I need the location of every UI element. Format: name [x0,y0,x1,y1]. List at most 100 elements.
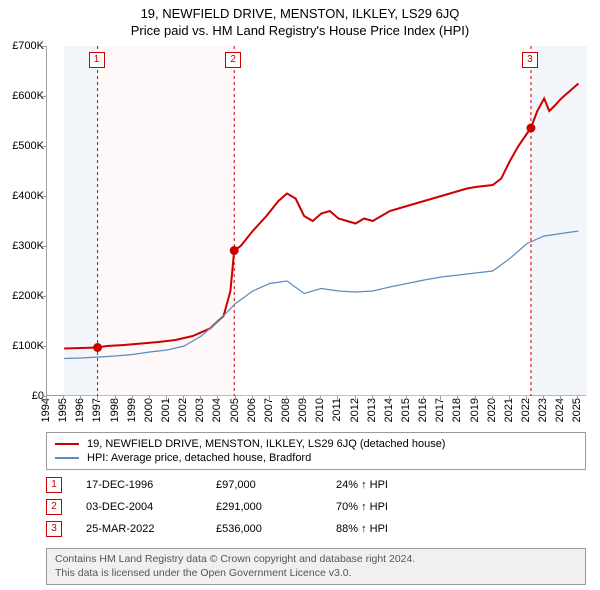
shaded-range [64,46,97,396]
y-tick-label: £700K [12,40,44,52]
x-tick [543,396,544,400]
sale-row-badge: 1 [46,477,62,493]
x-tick-label: 2017 [434,398,446,422]
title-main: 19, NEWFIELD DRIVE, MENSTON, ILKLEY, LS2… [0,6,600,21]
x-tick-label: 2003 [194,398,206,422]
sale-date: 17-DEC-1996 [86,479,216,491]
x-tick-label: 2001 [160,398,172,422]
x-tick-label: 2011 [331,398,343,422]
y-tick [42,346,46,347]
x-tick [269,396,270,400]
sale-pct: 70% ↑ HPI [336,501,586,513]
x-tick [63,396,64,400]
sale-date: 03-DEC-2004 [86,501,216,513]
x-tick-label: 1996 [74,398,86,422]
x-tick-label: 2004 [211,398,223,422]
sale-point-3 [526,124,535,133]
x-tick [577,396,578,400]
footer-line-2: This data is licensed under the Open Gov… [55,567,577,581]
x-tick-label: 1999 [126,398,138,422]
x-tick-label: 2015 [400,398,412,422]
sale-badge-2: 2 [225,52,241,68]
x-tick [492,396,493,400]
attribution-footer: Contains HM Land Registry data © Crown c… [46,548,586,585]
sale-row: 2 03-DEC-2004£291,00070% ↑ HPI [46,496,586,518]
x-tick-label: 2005 [229,398,241,422]
x-tick [235,396,236,400]
legend-label: HPI: Average price, detached house, Brad… [87,452,311,464]
sale-price: £291,000 [216,501,336,513]
sales-table: 1 17-DEC-1996£97,00024% ↑ HPI 2 03-DEC-2004… [46,474,586,540]
sale-badge-1: 1 [89,52,105,68]
x-tick-label: 2006 [246,398,258,422]
y-tick-label: £500K [12,140,44,152]
y-tick-label: £600K [12,90,44,102]
x-tick [337,396,338,400]
x-tick [303,396,304,400]
chart-area [46,46,586,396]
x-tick [475,396,476,400]
y-tick-label: £300K [12,240,44,252]
sale-price: £97,000 [216,479,336,491]
x-tick [115,396,116,400]
x-tick-label: 2024 [554,398,566,422]
x-tick [389,396,390,400]
x-tick [97,396,98,400]
x-tick [372,396,373,400]
x-tick-label: 2002 [177,398,189,422]
x-tick-label: 1995 [57,398,69,422]
footer-line-1: Contains HM Land Registry data © Crown c… [55,553,577,567]
x-tick-label: 2014 [383,398,395,422]
sale-row: 1 17-DEC-1996£97,00024% ↑ HPI [46,474,586,496]
y-tick [42,46,46,47]
x-tick [46,396,47,400]
x-tick-label: 2010 [314,398,326,422]
x-tick [423,396,424,400]
legend-label: 19, NEWFIELD DRIVE, MENSTON, ILKLEY, LS2… [87,438,445,450]
x-tick-label: 2000 [143,398,155,422]
title-sub: Price paid vs. HM Land Registry's House … [0,23,600,38]
x-tick-label: 2012 [349,398,361,422]
x-tick [560,396,561,400]
x-tick [217,396,218,400]
x-tick [457,396,458,400]
x-tick [132,396,133,400]
x-tick [526,396,527,400]
x-tick [149,396,150,400]
y-tick [42,196,46,197]
x-tick-label: 2019 [469,398,481,422]
y-tick [42,296,46,297]
y-tick-label: £100K [12,340,44,352]
sale-point-1 [93,343,102,352]
sale-point-2 [230,246,239,255]
titles: 19, NEWFIELD DRIVE, MENSTON, ILKLEY, LS2… [0,0,600,38]
x-tick [355,396,356,400]
legend: 19, NEWFIELD DRIVE, MENSTON, ILKLEY, LS2… [46,432,586,470]
y-tick-label: £200K [12,290,44,302]
x-tick-label: 2021 [503,398,515,422]
x-tick [440,396,441,400]
x-tick [252,396,253,400]
sale-pct: 24% ↑ HPI [336,479,586,491]
x-tick [166,396,167,400]
y-tick [42,246,46,247]
x-tick [286,396,287,400]
legend-swatch [55,443,79,445]
x-tick-label: 2023 [537,398,549,422]
x-tick [406,396,407,400]
x-tick-label: 2008 [280,398,292,422]
x-tick-label: 2022 [520,398,532,422]
legend-swatch [55,457,79,459]
shaded-range [234,46,531,396]
sale-row-badge: 2 [46,499,62,515]
x-tick [200,396,201,400]
legend-item: HPI: Average price, detached house, Brad… [55,451,577,465]
y-tick [42,146,46,147]
x-tick [320,396,321,400]
x-tick-label: 2013 [366,398,378,422]
x-tick-label: 2018 [451,398,463,422]
x-tick-label: 2025 [571,398,583,422]
x-tick [80,396,81,400]
chart-svg [47,46,587,396]
sale-badge-3: 3 [522,52,538,68]
